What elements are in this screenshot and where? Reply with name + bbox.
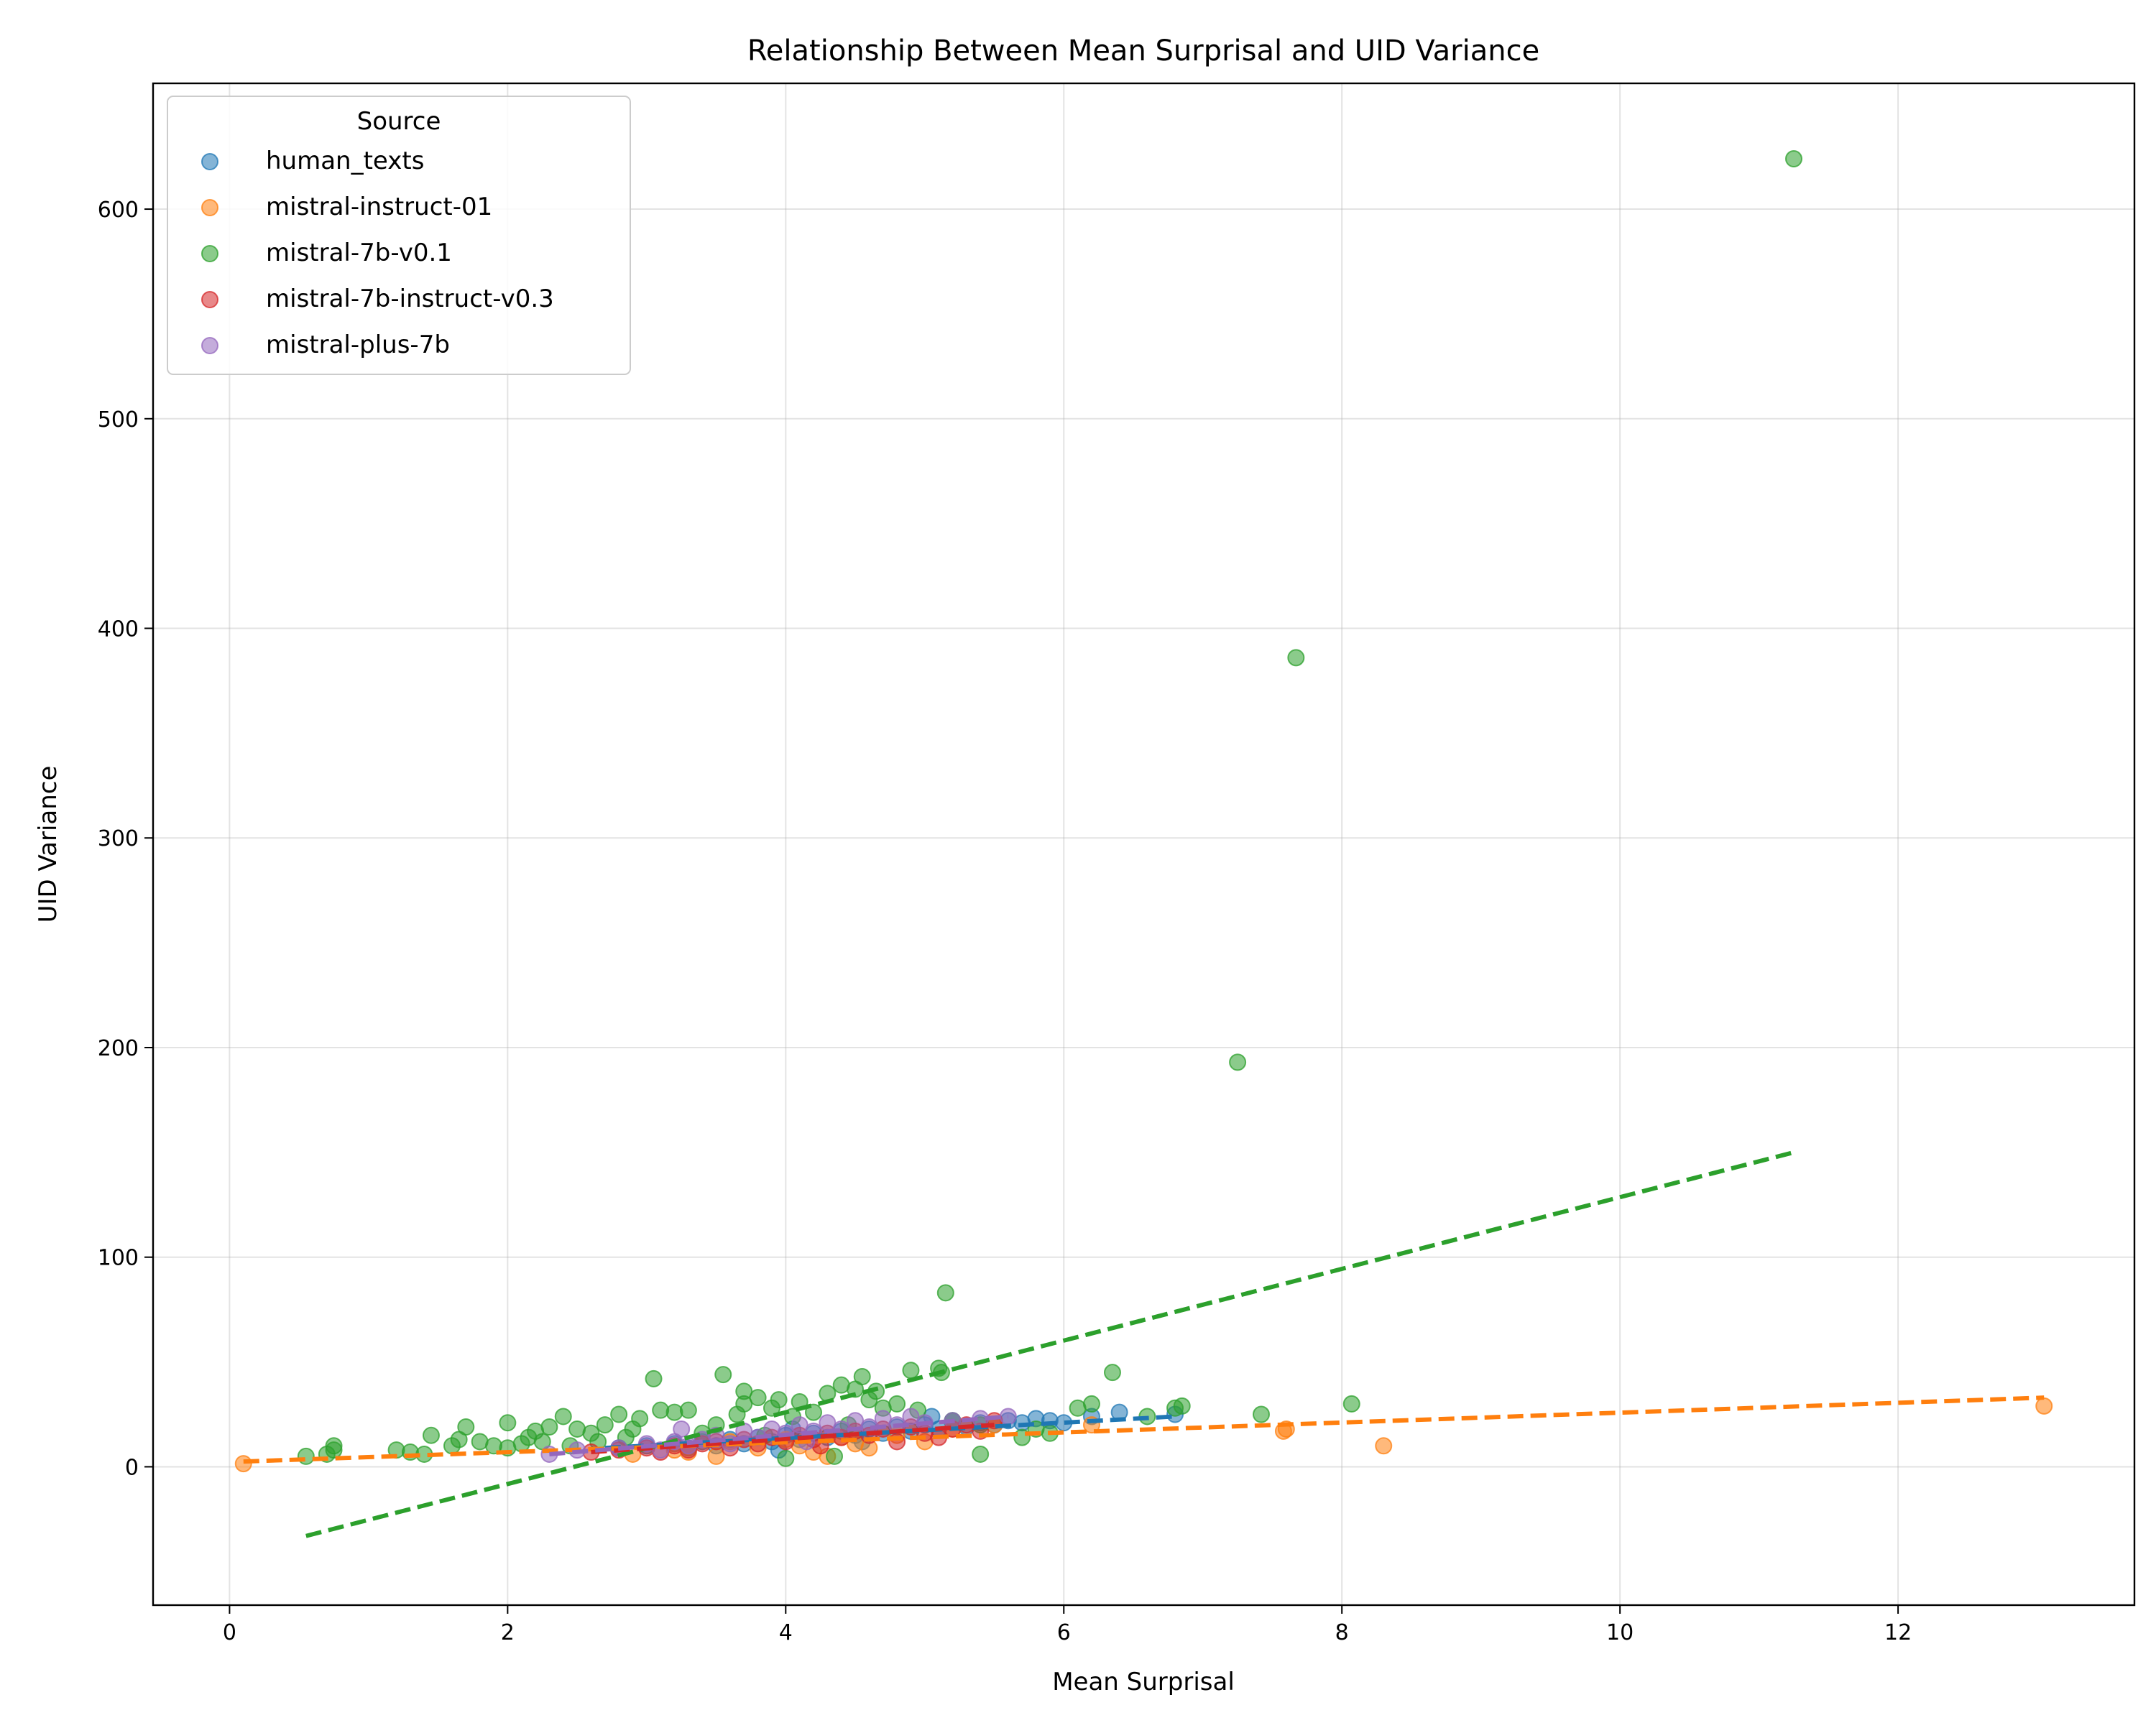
legend-title: Source — [357, 107, 441, 136]
point-mistral-7b-v0-1 — [422, 1426, 440, 1444]
trend-line-mistral-plus-7b — [549, 1414, 1009, 1456]
point-mistral-7b-v0-1 — [1287, 649, 1305, 667]
point-mistral-7b-v0-1 — [902, 1362, 920, 1380]
y-tick-label: 200 — [98, 1036, 139, 1061]
y-tick-label: 0 — [125, 1455, 139, 1480]
point-mistral-7b-v0-1 — [936, 1284, 954, 1302]
point-mistral-instruct-01 — [234, 1455, 252, 1473]
y-tick-label: 400 — [98, 617, 139, 642]
legend-label-human-texts: human_texts — [266, 147, 424, 175]
point-mistral-7b-v0-1 — [540, 1418, 558, 1436]
point-mistral-instruct-01 — [2035, 1397, 2053, 1415]
point-mistral-7b-v0-1 — [770, 1391, 788, 1409]
grid-lines — [153, 83, 2134, 1605]
point-mistral-7b-v0-1 — [735, 1382, 753, 1400]
x-tick-label: 2 — [501, 1620, 515, 1645]
point-mistral-7b-v0-1 — [631, 1410, 649, 1428]
plot-frame — [152, 82, 2136, 1607]
point-mistral-7b-v0-1 — [610, 1405, 628, 1423]
point-mistral-instruct-01 — [1375, 1437, 1393, 1455]
point-mistral-plus-7b — [673, 1420, 691, 1438]
point-mistral-7b-v0-1 — [1229, 1053, 1247, 1071]
point-mistral-7b-v0-1 — [297, 1447, 315, 1465]
point-mistral-7b-v0-1 — [325, 1437, 343, 1455]
trend-line-mistral-7b-instruct-v0-3 — [591, 1423, 995, 1455]
trend-line-mistral-7b-v0-1 — [305, 1150, 1795, 1538]
legend: Source human_texts mistral-instruct-01 mis… — [167, 96, 631, 375]
y-tick-label: 600 — [98, 198, 139, 223]
legend-marker-mistral-instruct-01 — [201, 199, 218, 216]
trend-line-mistral-instruct-01 — [243, 1395, 2045, 1464]
point-mistral-7b-v0-1 — [652, 1401, 670, 1419]
x-tick-label: 0 — [223, 1620, 236, 1645]
y-tick-label: 300 — [98, 826, 139, 851]
legend-label-mistral-plus-7b: mistral-plus-7b — [266, 331, 450, 359]
x-tick-label: 8 — [1335, 1620, 1349, 1645]
point-mistral-instruct-01 — [707, 1447, 725, 1465]
point-mistral-7b-v0-1 — [499, 1414, 517, 1432]
axis-ticks: 0 2 4 6 8 10 12 0 100 200 300 400 500 600 — [98, 198, 1912, 1645]
point-mistral-7b-v0-1 — [596, 1416, 614, 1434]
point-mistral-7b-v0-1 — [972, 1445, 990, 1463]
trend-lines — [243, 1150, 2045, 1538]
point-mistral-7b-v0-1 — [665, 1403, 683, 1421]
point-mistral-7b-v0-1 — [1173, 1397, 1191, 1415]
plot-contents — [234, 150, 2053, 1538]
point-mistral-7b-v0-1 — [1103, 1364, 1121, 1382]
legend-marker-mistral-7b-v0-1 — [201, 245, 218, 262]
y-tick-label: 100 — [98, 1246, 139, 1271]
x-tick-label: 6 — [1057, 1620, 1071, 1645]
point-mistral-plus-7b — [902, 1408, 920, 1426]
x-tick-label: 12 — [1884, 1620, 1912, 1645]
point-mistral-7b-v0-1 — [1784, 150, 1802, 168]
point-mistral-7b-v0-1 — [457, 1418, 475, 1436]
point-mistral-7b-v0-1 — [777, 1449, 795, 1467]
chart-title: Relationship Between Mean Surprisal and … — [747, 34, 1539, 68]
point-mistral-7b-v0-1 — [714, 1366, 732, 1384]
y-tick-label: 500 — [98, 407, 139, 433]
legend-label-mistral-instruct-01: mistral-instruct-01 — [266, 193, 492, 221]
point-mistral-7b-v0-1 — [679, 1401, 697, 1419]
point-mistral-7b-v0-1 — [1342, 1395, 1360, 1413]
point-mistral-7b-v0-1 — [1252, 1405, 1270, 1423]
legend-box — [167, 96, 631, 375]
legend-marker-human-texts — [201, 153, 218, 170]
legend-label-mistral-7b-instruct-v0-3: mistral-7b-instruct-v0.3 — [266, 285, 554, 313]
point-mistral-7b-v0-1 — [853, 1368, 871, 1386]
point-mistral-7b-v0-1 — [888, 1395, 906, 1413]
point-mistral-7b-v0-1 — [1082, 1395, 1100, 1413]
x-axis-label: Mean Surprisal — [1052, 1668, 1235, 1696]
x-tick-label: 4 — [779, 1620, 793, 1645]
point-mistral-7b-v0-1 — [645, 1369, 663, 1387]
legend-label-mistral-7b-v0-1: mistral-7b-v0.1 — [266, 239, 452, 267]
legend-marker-mistral-7b-instruct-v0-3 — [201, 291, 218, 308]
point-mistral-plus-7b — [791, 1416, 808, 1434]
x-tick-label: 10 — [1606, 1620, 1634, 1645]
point-mistral-7b-v0-1 — [826, 1447, 844, 1465]
point-mistral-7b-v0-1 — [749, 1389, 767, 1407]
point-mistral-7b-v0-1 — [554, 1408, 572, 1426]
legend-marker-mistral-plus-7b — [201, 337, 218, 354]
y-axis-label: UID Variance — [34, 766, 63, 923]
